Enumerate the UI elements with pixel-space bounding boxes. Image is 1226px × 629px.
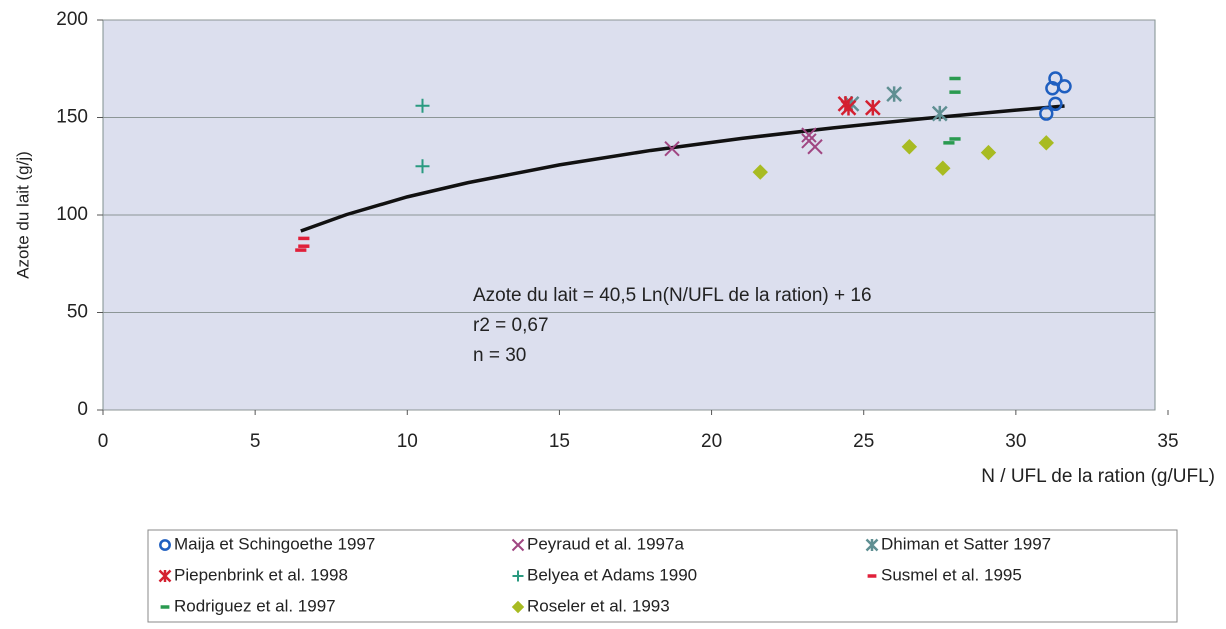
x-tick-label: 15 bbox=[549, 431, 570, 452]
legend-label: Dhiman et Satter 1997 bbox=[881, 534, 1051, 553]
x-tick-label: 20 bbox=[701, 431, 722, 452]
point bbox=[664, 140, 680, 157]
x-tick-label: 10 bbox=[397, 431, 418, 452]
point bbox=[1048, 96, 1063, 112]
y-axis-label: Azote du lait (g/j) bbox=[13, 151, 32, 279]
point bbox=[1057, 79, 1072, 94]
point bbox=[415, 159, 430, 174]
legend-label: Roseler et al. 1993 bbox=[527, 596, 670, 615]
y-tick-label: 150 bbox=[56, 107, 88, 128]
legend-marker bbox=[159, 539, 171, 551]
point bbox=[864, 99, 881, 116]
x-axis-label: N / UFL de la ration (g/UFL) bbox=[981, 466, 1215, 487]
point bbox=[886, 86, 903, 102]
point bbox=[1048, 71, 1063, 86]
point bbox=[935, 160, 951, 176]
legend-marker bbox=[511, 600, 525, 614]
x-tick-label: 30 bbox=[1005, 431, 1026, 452]
y-tick-label: 200 bbox=[56, 9, 88, 30]
legend-marker bbox=[865, 538, 879, 552]
legend-label: Maija et Schingoethe 1997 bbox=[174, 534, 375, 553]
y-tick-label: 0 bbox=[77, 399, 88, 420]
point bbox=[840, 99, 857, 116]
legend-label: Susmel et al. 1995 bbox=[881, 565, 1022, 584]
point bbox=[980, 144, 997, 161]
legend-label: Piepenbrink et al. 1998 bbox=[174, 565, 348, 584]
legend-label: Peyraud et al. 1997a bbox=[527, 534, 684, 553]
annotation: Azote du lait = 40,5 Ln(N/UFL de la rati… bbox=[473, 285, 872, 306]
point bbox=[901, 139, 918, 155]
legend-marker bbox=[511, 538, 525, 552]
y-tick-label: 100 bbox=[56, 204, 88, 225]
legend-marker bbox=[512, 570, 524, 582]
point bbox=[801, 127, 817, 143]
point bbox=[752, 164, 768, 180]
trendline bbox=[300, 104, 1065, 233]
x-tick-label: 25 bbox=[853, 431, 874, 452]
legend bbox=[147, 529, 1178, 623]
x-tick-label: 0 bbox=[98, 431, 109, 452]
point bbox=[807, 139, 823, 155]
legend-marker bbox=[158, 569, 172, 583]
point bbox=[1039, 106, 1054, 121]
legend-label: Rodriguez et al. 1997 bbox=[174, 596, 336, 615]
x-tick-label: 5 bbox=[250, 431, 261, 452]
annotation: r2 = 0,67 bbox=[473, 315, 549, 336]
legend-label: Belyea et Adams 1990 bbox=[527, 565, 697, 584]
point bbox=[1038, 135, 1054, 151]
annotation: n = 30 bbox=[473, 345, 526, 366]
point bbox=[415, 98, 430, 113]
x-tick-label: 35 bbox=[1157, 431, 1178, 452]
point bbox=[931, 105, 948, 122]
y-tick-label: 50 bbox=[67, 302, 88, 323]
